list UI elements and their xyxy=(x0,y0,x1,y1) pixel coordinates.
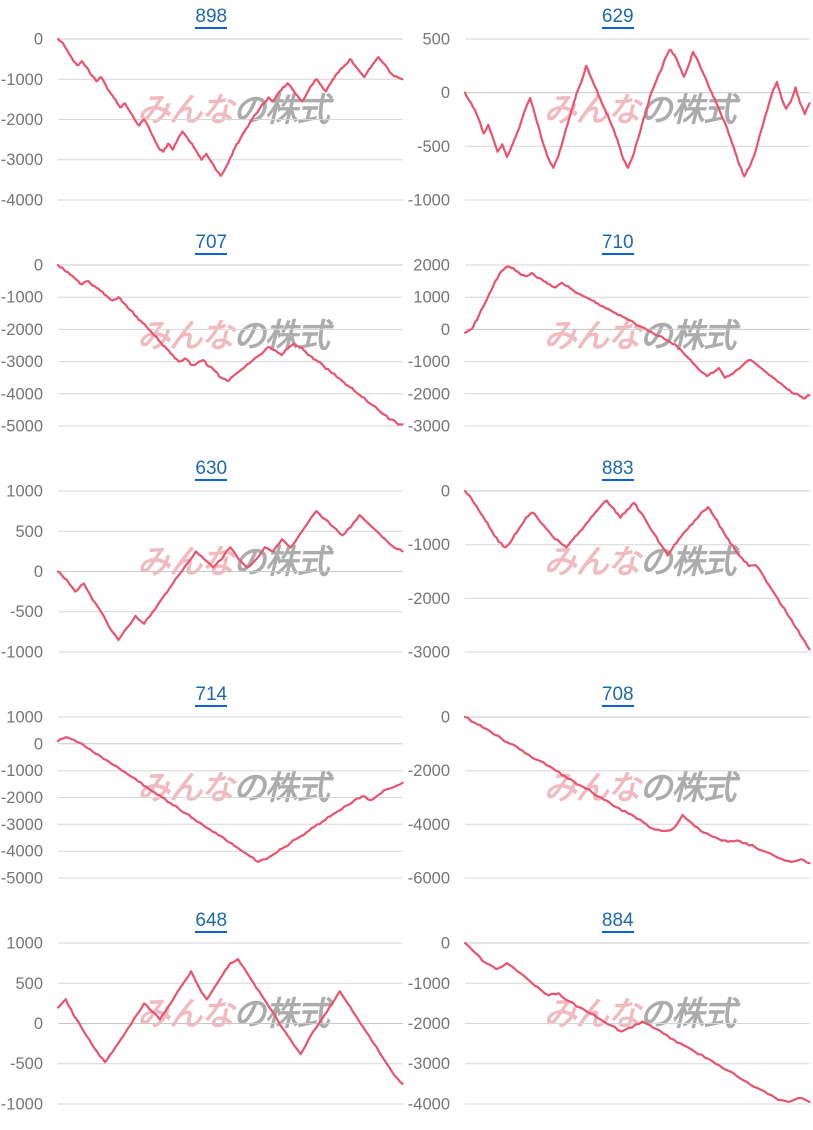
svg-text:-5000: -5000 xyxy=(1,418,43,436)
svg-text:-1000: -1000 xyxy=(1,644,43,662)
svg-text:-1000: -1000 xyxy=(1,71,43,89)
svg-text:-4000: -4000 xyxy=(1,843,43,861)
svg-text:500: 500 xyxy=(422,31,450,49)
svg-text:-1000: -1000 xyxy=(407,975,449,993)
svg-text:-1000: -1000 xyxy=(407,192,449,210)
svg-text:-4000: -4000 xyxy=(407,816,449,834)
svg-text:-3000: -3000 xyxy=(1,816,43,834)
svg-text:-1000: -1000 xyxy=(1,762,43,780)
svg-text:-2000: -2000 xyxy=(407,762,449,780)
svg-text:0: 0 xyxy=(34,31,43,49)
svg-text:-3000: -3000 xyxy=(407,644,449,662)
svg-text:0: 0 xyxy=(440,84,449,102)
svg-text:-4000: -4000 xyxy=(1,192,43,210)
svg-text:1000: 1000 xyxy=(6,935,43,953)
svg-text:-2000: -2000 xyxy=(407,1015,449,1033)
svg-text:1000: 1000 xyxy=(6,709,43,727)
svg-text:500: 500 xyxy=(15,523,43,541)
svg-text:-500: -500 xyxy=(416,138,449,156)
svg-text:0: 0 xyxy=(440,483,449,501)
svg-text:-500: -500 xyxy=(10,1055,43,1073)
svg-text:0: 0 xyxy=(440,935,449,953)
svg-text:-1000: -1000 xyxy=(407,353,449,371)
svg-text:-2000: -2000 xyxy=(407,590,449,608)
svg-text:0: 0 xyxy=(34,257,43,275)
svg-text:1000: 1000 xyxy=(6,483,43,501)
svg-text:-1000: -1000 xyxy=(407,536,449,554)
svg-text:1000: 1000 xyxy=(413,289,450,307)
svg-text:-5000: -5000 xyxy=(1,870,43,888)
svg-text:-4000: -4000 xyxy=(407,1096,449,1114)
svg-text:-2000: -2000 xyxy=(407,385,449,403)
svg-text:-3000: -3000 xyxy=(1,353,43,371)
svg-text:2000: 2000 xyxy=(413,257,450,275)
svg-text:-3000: -3000 xyxy=(1,151,43,169)
svg-text:-3000: -3000 xyxy=(407,1055,449,1073)
svg-text:500: 500 xyxy=(15,975,43,993)
svg-text:0: 0 xyxy=(440,709,449,727)
svg-text:-2000: -2000 xyxy=(1,111,43,129)
svg-text:-2000: -2000 xyxy=(1,789,43,807)
svg-text:-3000: -3000 xyxy=(407,418,449,436)
svg-text:-1000: -1000 xyxy=(1,1096,43,1114)
svg-text:0: 0 xyxy=(440,321,449,339)
svg-text:-2000: -2000 xyxy=(1,321,43,339)
svg-text:0: 0 xyxy=(34,1015,43,1033)
svg-text:-500: -500 xyxy=(10,603,43,621)
svg-text:-4000: -4000 xyxy=(1,385,43,403)
svg-text:-6000: -6000 xyxy=(407,870,449,888)
svg-text:-1000: -1000 xyxy=(1,289,43,307)
svg-text:0: 0 xyxy=(34,563,43,581)
svg-text:0: 0 xyxy=(34,735,43,753)
